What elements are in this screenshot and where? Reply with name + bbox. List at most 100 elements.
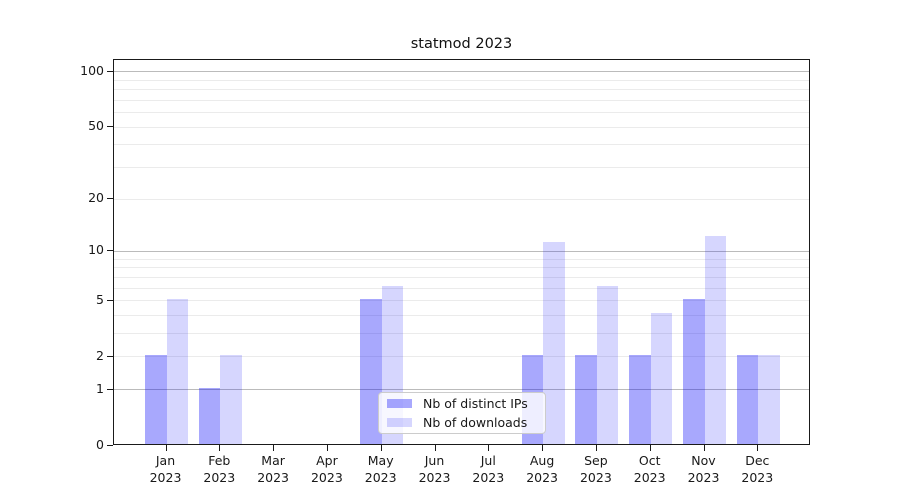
x-axis-year-text: 2023 [687,470,720,485]
bar-distinct-ips [360,298,382,444]
x-axis-tick-mark [542,445,544,451]
x-axis-year-text: 2023 [472,470,505,485]
x-axis-tick-mark [434,445,436,451]
major-gridline [114,71,809,73]
bar-downloads [650,313,673,444]
bar-downloads [543,242,565,444]
x-axis-year-text: 2023 [203,470,236,485]
y-axis-tick-mark [107,198,113,199]
bar-downloads [166,298,188,444]
minor-gridline [114,300,809,302]
x-axis-tick-label: Jul 2023 [456,452,520,486]
x-axis-year-text: 2023 [310,470,343,485]
minor-gridline [114,126,809,128]
legend-item-distinct-ips: Nb of distinct IPs [387,396,545,411]
minor-gridline [114,144,809,146]
x-axis-month-text: May [367,453,394,468]
plot-area [113,59,810,445]
y-axis-tick-label: 100 [80,62,104,78]
x-axis-month-text: Mar [261,453,285,468]
x-axis-year-text: 2023 [579,470,612,485]
legend-swatch-downloads [387,418,412,427]
x-axis-tick-label: Apr 2023 [295,452,359,486]
x-axis-year-text: 2023 [364,470,397,485]
x-axis-year-text: 2023 [418,470,451,485]
x-axis-tick-label: Mar 2023 [241,452,305,486]
major-gridline [114,250,809,252]
bar-downloads [758,354,780,444]
x-axis-tick-mark [165,445,167,451]
y-axis-tick-mark [107,355,113,357]
x-axis-month-text: Apr [316,453,338,468]
y-axis-tick-mark [107,250,113,252]
y-axis-tick-label: 1 [96,380,104,396]
x-axis-tick-label: Dec 2023 [725,452,789,486]
x-axis-tick-label: Oct 2023 [618,452,682,486]
y-axis-tick-label: 50 [88,118,104,134]
x-axis-month-text: Jan [155,453,176,468]
y-axis-tick-mark [107,299,113,301]
bar-distinct-ips [736,354,759,444]
bar-distinct-ips [145,354,167,444]
x-axis-tick-label: Jan 2023 [134,452,198,486]
bar-downloads [704,235,726,444]
x-axis-tick-mark [488,445,490,451]
x-axis-month-text: Aug [529,453,555,468]
minor-gridline [114,276,809,278]
minor-gridline [114,314,809,316]
x-axis-tick-label: May 2023 [349,452,413,486]
bar-downloads [220,354,242,444]
y-axis-tick-mark [107,388,113,390]
minor-gridline [114,198,809,200]
x-axis-tick-label: Jun 2023 [403,452,467,486]
chart-title: statmod 2023 [410,36,513,52]
x-axis-month-text: Nov [691,453,716,468]
legend-label-downloads: Nb of downloads [423,415,528,430]
legend-label-distinct-ips: Nb of distinct IPs [423,396,528,411]
bar-distinct-ips [629,354,651,444]
x-axis-tick-mark [380,445,382,451]
minor-gridline [114,356,809,358]
minor-gridline [114,258,809,260]
x-axis-tick-mark [595,445,597,451]
y-axis-tick-label: 10 [88,242,104,258]
minor-gridline [114,112,809,113]
minor-gridline [114,166,809,168]
x-axis-tick-label: Aug 2023 [510,452,574,486]
y-axis-tick-label: 20 [88,190,104,205]
x-axis-year-text: 2023 [257,470,289,485]
x-axis-month-text: Feb [208,453,231,468]
y-axis-tick-mark [107,126,113,128]
y-axis-tick-label: 2 [96,347,104,363]
x-axis-year-text: 2023 [526,470,558,485]
x-axis-tick-label: Feb 2023 [187,452,251,486]
bar-distinct-ips [683,298,705,444]
y-axis-tick-mark [107,445,113,446]
x-axis-month-text: Jul [480,453,496,468]
x-axis-month-text: Jun [424,453,445,468]
legend-swatch-distinct-ips [387,399,412,408]
minor-gridline [114,99,809,101]
minor-gridline [114,79,809,81]
y-axis-tick-label: 0 [96,437,104,452]
x-axis-month-text: Oct [638,453,661,468]
x-axis-tick-mark [703,445,705,451]
legend-item-downloads: Nb of downloads [387,415,545,430]
x-axis-tick-mark [326,445,328,451]
x-axis-year-text: 2023 [741,470,774,485]
minor-gridline [114,88,809,90]
x-axis-tick-mark [273,445,275,451]
minor-gridline [114,333,809,335]
x-axis-tick-label: Nov 2023 [672,452,736,486]
bar-distinct-ips [198,387,221,444]
bar-downloads [596,286,619,444]
x-axis-month-text: Sep [584,453,608,468]
x-axis-tick-mark [757,445,759,451]
x-axis-tick-mark [219,445,221,451]
y-axis-tick-mark [107,70,113,72]
x-axis-tick-label: Sep 2023 [564,452,628,486]
x-axis-year-text: 2023 [633,470,666,485]
minor-gridline [114,267,809,269]
x-axis-year-text: 2023 [149,470,182,485]
